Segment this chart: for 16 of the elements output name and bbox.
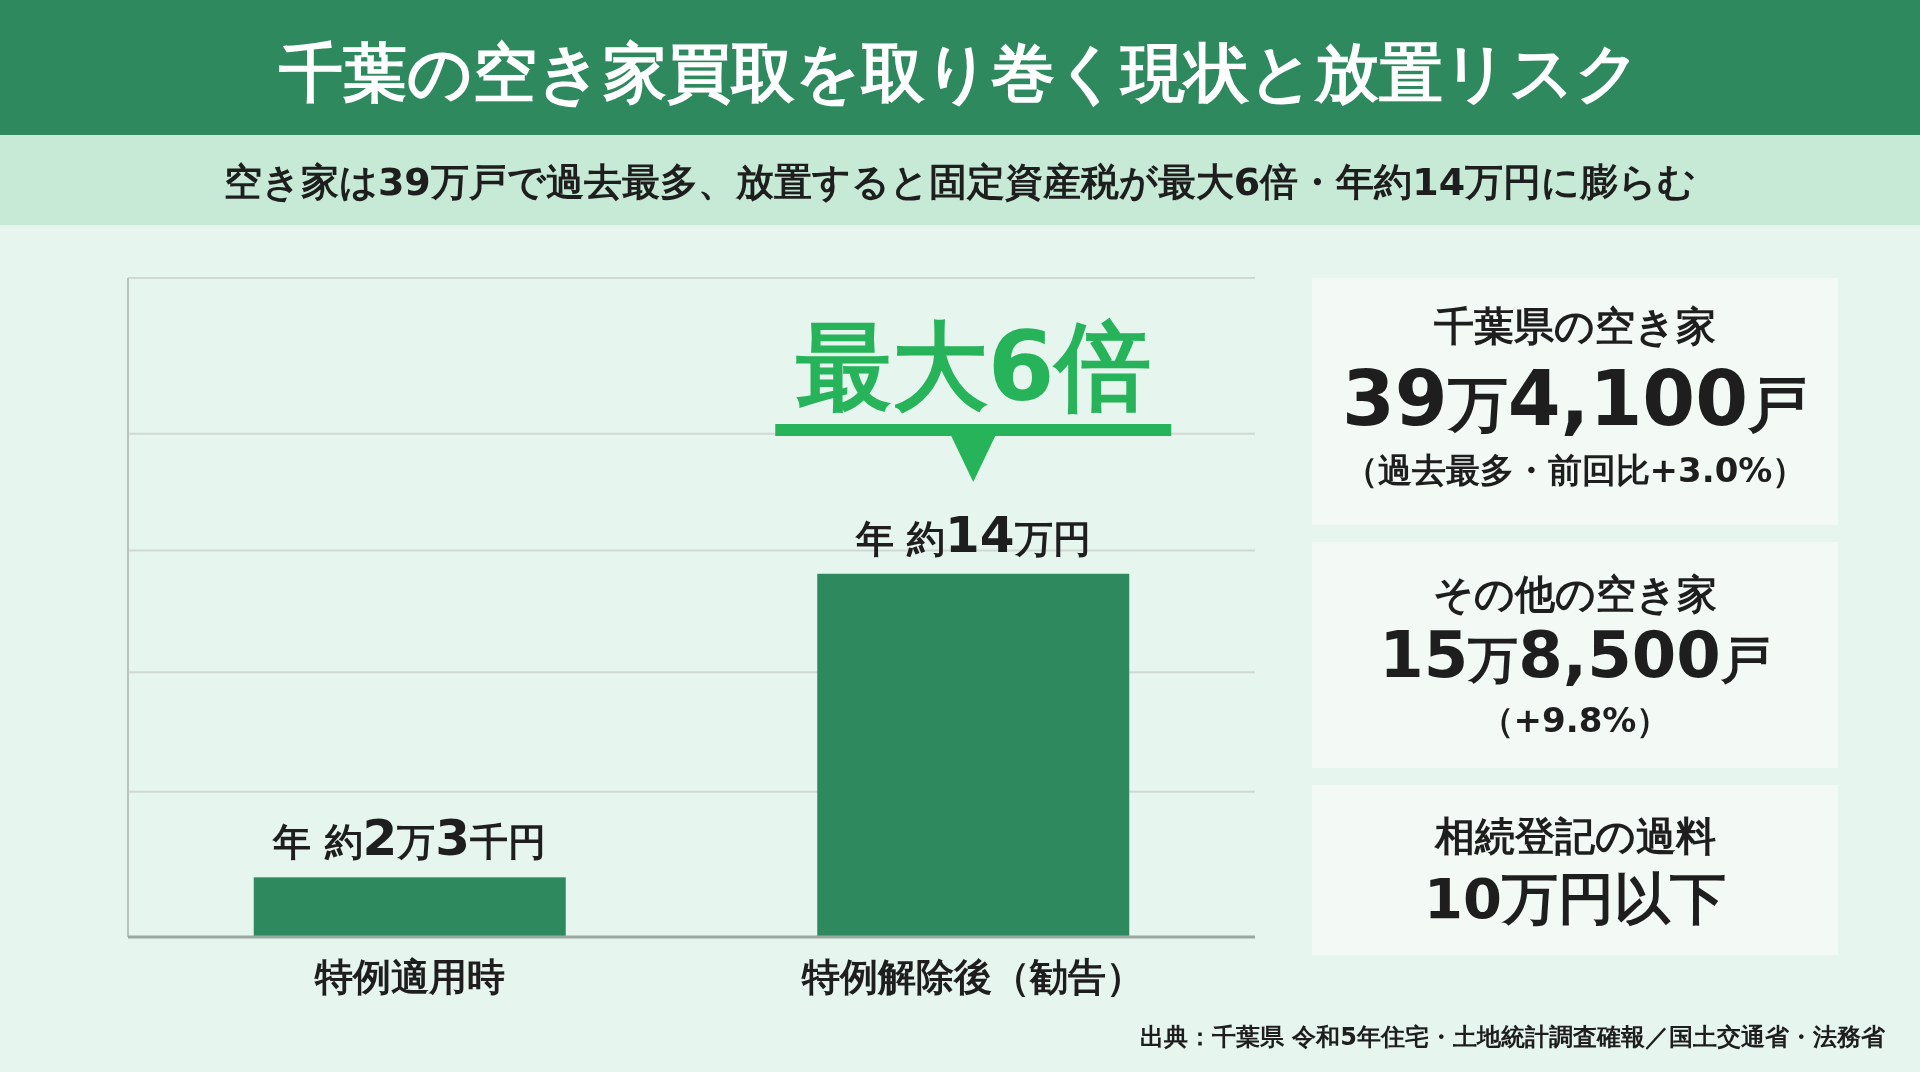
text: （過去最多・前回比+3.0%）	[1343, 450, 1807, 490]
x-tick-label: 特例解除後（勧告）	[801, 955, 1145, 999]
text: 15万8,500戸	[1379, 618, 1771, 692]
chart-title: 千葉の空き家買取を取り巻く現状と放置リスク	[279, 36, 1641, 110]
text: （+9.8%）	[1479, 700, 1671, 740]
annotation: 最大6倍	[795, 311, 1151, 423]
text: 10万円以下	[1424, 866, 1726, 931]
text: 千葉県の空き家	[1434, 303, 1716, 349]
x-tick-label: 特例適用時	[313, 955, 505, 999]
chart-subtitle: 空き家は39万戸で過去最多、放置すると固定資産税が最大6倍・年約14万円に膨らむ	[223, 160, 1697, 204]
text: 39万4,100戸	[1341, 354, 1809, 443]
source-note: 出典：千葉県 令和5年住宅・土地統計調査確報／国土交通省・法務省	[1139, 1023, 1886, 1051]
text: その他の空き家	[1433, 571, 1717, 617]
data-label: 年 約14万円	[854, 505, 1091, 564]
data-label: 年 約2万3千円	[272, 809, 547, 868]
text: 相続登記の過料	[1433, 813, 1716, 859]
